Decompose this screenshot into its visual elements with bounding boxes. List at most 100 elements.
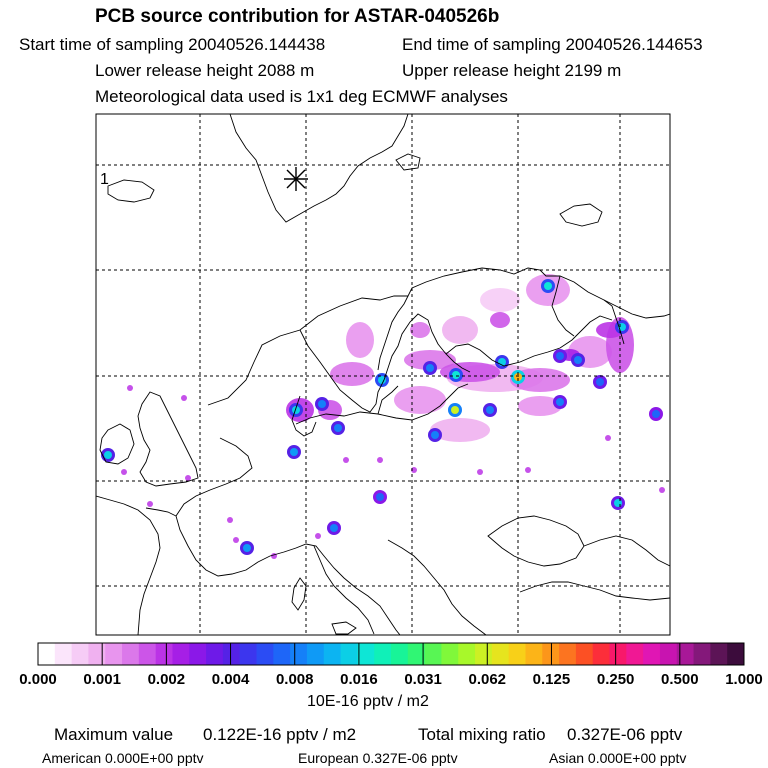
concentration-speck — [227, 517, 233, 523]
colorbar-swatch — [659, 643, 678, 665]
concentration-patch — [394, 386, 446, 414]
concentration-hotspot-core — [451, 406, 459, 414]
colorbar-swatch — [239, 643, 258, 665]
concentration-hotspot-core — [544, 282, 552, 290]
colorbar-swatch — [491, 643, 510, 665]
concentration-hotspot-core — [104, 451, 112, 459]
colorbar-swatch — [374, 643, 392, 665]
colorbar-swatch — [189, 643, 207, 665]
concentration-speck — [147, 501, 153, 507]
concentration-patch — [480, 288, 520, 312]
concentration-speck — [315, 533, 321, 539]
colorbar-swatch — [676, 643, 695, 665]
colorbar-swatch — [441, 643, 459, 665]
map-panel: 1 — [95, 113, 671, 636]
colorbar-swatch — [475, 643, 493, 665]
colorbar-swatch — [357, 643, 375, 665]
concentration-hotspot-core — [378, 376, 386, 384]
concentration-speck — [185, 475, 191, 481]
colorbar-swatch — [643, 643, 661, 665]
lat-lon-grid — [96, 114, 670, 635]
concentration-patch — [330, 362, 374, 386]
colorbar-unit: 10E-16 pptv / m2 — [307, 693, 429, 710]
end-time-label: End time of sampling 20040526.144653 — [402, 35, 703, 54]
colorbar-swatch — [138, 643, 157, 665]
max-value: 0.122E-16 pptv / m2 — [203, 725, 357, 744]
colorbar-swatch — [122, 643, 140, 665]
release-point-asterisk-icon — [284, 167, 308, 191]
total-mixing-label: Total mixing ratio — [418, 725, 546, 744]
colorbar-swatch — [54, 643, 73, 665]
colorbar-swatch — [172, 643, 190, 665]
concentration-hotspot-core — [556, 352, 564, 360]
concentration-patch — [404, 350, 456, 370]
concentration-hotspot-core — [431, 431, 439, 439]
colorbar-swatch — [710, 643, 728, 665]
colorbar-swatch — [306, 643, 325, 665]
lower-release-label: Lower release height 2088 m — [95, 61, 315, 80]
max-value-label: Maximum value — [54, 725, 174, 744]
concentration-speck — [127, 385, 133, 391]
colorbar-swatch — [222, 643, 241, 665]
colorbar-swatch — [727, 643, 745, 665]
colorbar-tick-label: 0.500 — [661, 671, 699, 688]
concentration-speck — [343, 457, 349, 463]
concentration-hotspot-core — [514, 373, 522, 381]
colorbar-swatch — [592, 643, 611, 665]
colorbar-swatch — [424, 643, 442, 665]
concentration-speck — [181, 395, 187, 401]
concentration-speck — [233, 537, 239, 543]
concentration-hotspot-core — [574, 356, 582, 364]
met-data-label: Meteorological data used is 1x1 deg ECMW… — [95, 87, 508, 106]
colorbar-swatch — [407, 643, 426, 665]
concentration-hotspot-core — [243, 544, 251, 552]
start-time-label: Start time of sampling 20040526.144438 — [19, 35, 326, 54]
colorbar-tick-label: 0.002 — [148, 671, 186, 688]
concentration-hotspot-core — [330, 524, 338, 532]
colorbar-swatch — [323, 643, 342, 665]
colorbar-swatch — [508, 643, 526, 665]
total-mixing-value: 0.327E-06 pptv — [567, 725, 683, 744]
concentration-speck — [659, 487, 665, 493]
concentration-patch — [430, 418, 490, 442]
colorbar-tick-label: 0.008 — [276, 671, 314, 688]
concentration-hotspot-core — [334, 424, 342, 432]
colorbar-tick-label: 0.125 — [533, 671, 571, 688]
colorbar-tick-label: 0.250 — [597, 671, 635, 688]
concentration-patch — [346, 322, 374, 358]
concentration-speck — [525, 467, 531, 473]
colorbar-tick-label: 0.031 — [404, 671, 442, 688]
colorbar-swatch — [206, 643, 224, 665]
colorbar-swatch — [290, 643, 308, 665]
panel-label: 1 — [100, 171, 109, 188]
colorbar-swatch — [525, 643, 543, 665]
concentration-speck — [121, 469, 127, 475]
colorbar-swatches — [38, 643, 745, 665]
concentration-patch — [490, 312, 510, 328]
concentration-hotspot-core — [318, 400, 326, 408]
colorbar-swatch — [38, 643, 56, 665]
concentration-speck — [605, 435, 611, 441]
colorbar-swatch — [105, 643, 123, 665]
colorbar-swatch — [71, 643, 89, 665]
concentration-patch — [410, 322, 430, 338]
asian-contribution: Asian 0.000E+00 pptv — [549, 750, 687, 766]
concentration-hotspot-core — [376, 493, 384, 501]
colorbar-swatch — [575, 643, 594, 665]
concentration-hotspot-core — [486, 406, 494, 414]
colorbar-swatch — [458, 643, 476, 665]
concentration-patch — [442, 316, 478, 344]
concentration-hotspot-core — [596, 378, 604, 386]
concentration-hotspot-core — [652, 410, 660, 418]
colorbar-tick-label: 0.001 — [83, 671, 121, 688]
concentration-speck — [477, 469, 483, 475]
concentration-hotspot-core — [290, 448, 298, 456]
european-contribution: European 0.327E-06 pptv — [298, 750, 458, 766]
colorbar-tick-label: 0.062 — [468, 671, 506, 688]
colorbar-swatch — [88, 643, 106, 665]
concentration-hotspot-core — [426, 364, 434, 372]
colorbar-tick-label: 0.016 — [340, 671, 378, 688]
concentration-hotspot-core — [556, 398, 564, 406]
concentration-patch — [510, 368, 570, 392]
colorbar-swatch — [693, 643, 711, 665]
